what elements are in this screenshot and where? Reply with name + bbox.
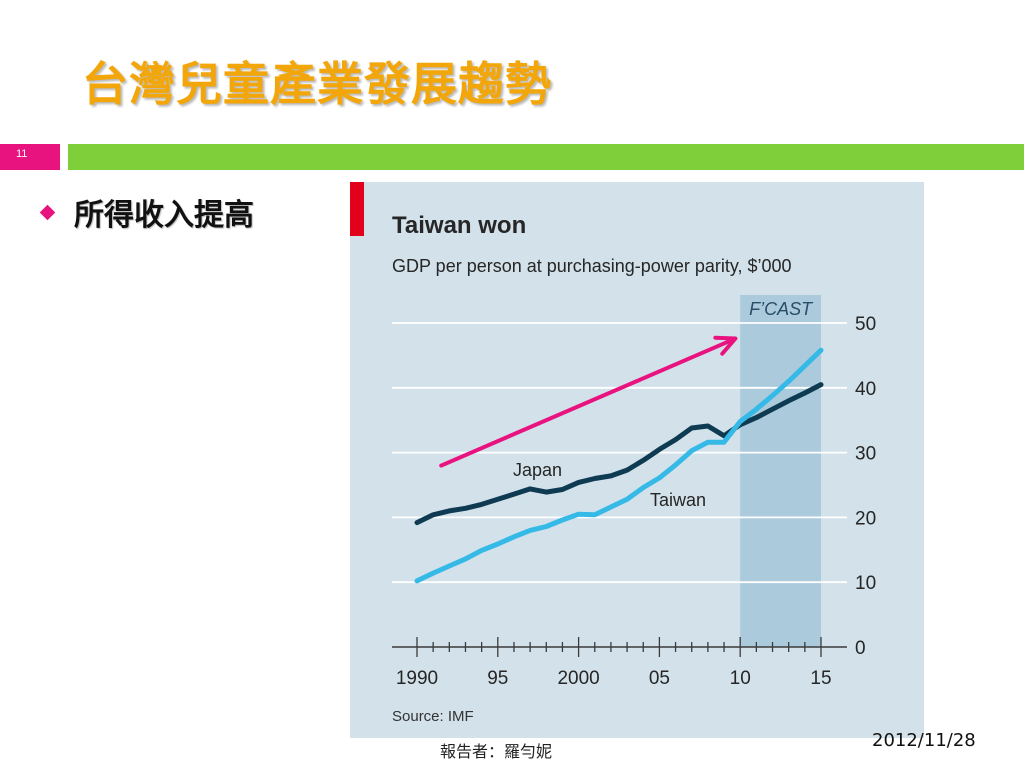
slide-number: 11	[0, 144, 60, 170]
y-tick-label: 10	[855, 573, 876, 594]
y-tick-label: 50	[855, 314, 876, 335]
chart-source: Source: IMF	[392, 708, 474, 725]
footer-date: 2012/11/28	[872, 730, 976, 751]
chart-subtitle: GDP per person at purchasing-power parit…	[392, 256, 792, 276]
y-tick-label: 20	[855, 508, 876, 529]
y-tick-label: 40	[855, 379, 876, 400]
annotation-arrowhead	[713, 335, 738, 356]
title-divider-bar	[68, 144, 1024, 170]
chart-container: 0 10 20 30 40 50 1990 95 2000 05 10 15 Taiwan won …	[350, 182, 924, 738]
slide-title: 台灣兒童產業發展趨勢	[82, 57, 552, 111]
series-label-japan: Japan	[513, 460, 562, 480]
bullet-text: 所得收入提高	[74, 198, 254, 233]
forecast-label: F’CAST	[749, 299, 814, 319]
x-tick-label: 05	[649, 668, 670, 689]
chart-red-marker	[350, 182, 364, 236]
x-tick-label: 10	[730, 668, 751, 689]
series-line-taiwan	[414, 347, 824, 584]
series-line-japan	[414, 382, 824, 526]
chart-title: Taiwan won	[392, 212, 526, 239]
x-tick-label: 2000	[557, 668, 599, 689]
footer-presenter: 報告者：羅勻妮	[440, 742, 553, 761]
x-tick-label: 1990	[396, 668, 438, 689]
x-tick-label: 95	[487, 668, 508, 689]
chart-background	[350, 182, 924, 738]
annotation-arrow	[439, 336, 738, 468]
y-tick-label: 30	[855, 444, 876, 465]
forecast-band	[740, 295, 821, 647]
series-label-taiwan: Taiwan	[650, 490, 706, 510]
x-tick-label: 15	[810, 668, 831, 689]
diamond-bullet-icon	[39, 204, 56, 221]
y-tick-label: 0	[855, 638, 866, 659]
